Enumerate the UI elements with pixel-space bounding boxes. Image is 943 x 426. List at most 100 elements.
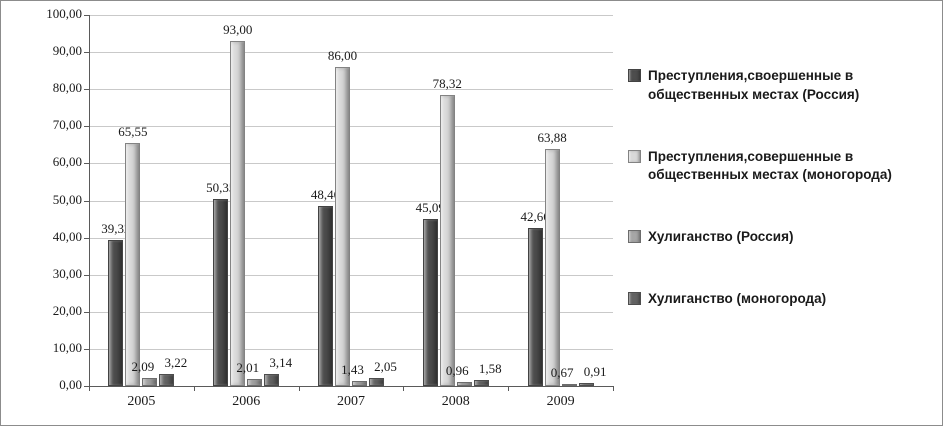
y-tick bbox=[84, 163, 89, 164]
bar bbox=[369, 378, 384, 386]
bar bbox=[159, 374, 175, 386]
bar-value-label: 0,96 bbox=[445, 363, 469, 379]
legend: Преступления,своершенные в общественных … bbox=[628, 67, 936, 309]
bar-value-label: 50,35 bbox=[206, 180, 236, 196]
bar-value-label: 1,43 bbox=[341, 361, 364, 377]
bar-value-label: 0,67 bbox=[550, 364, 574, 380]
gridline bbox=[89, 201, 613, 202]
bar-value-label: 63,88 bbox=[537, 130, 567, 145]
x-tick bbox=[89, 386, 90, 391]
x-axis-label: 2009 bbox=[546, 394, 575, 409]
y-tick bbox=[84, 126, 89, 127]
bar bbox=[318, 206, 333, 386]
y-axis-label: 60,00 bbox=[52, 154, 82, 169]
y-axis-label: 10,00 bbox=[52, 340, 82, 355]
legend-marker-icon bbox=[628, 292, 641, 306]
y-tick bbox=[84, 52, 89, 53]
bar-value-label: 3,22 bbox=[164, 355, 188, 371]
y-tick bbox=[84, 201, 89, 202]
gridline bbox=[89, 163, 613, 164]
y-axis-label: 90,00 bbox=[52, 43, 82, 58]
bar-value-label: 42,66 bbox=[520, 208, 550, 224]
x-axis-label: 2005 bbox=[127, 394, 156, 409]
x-axis-label: 2008 bbox=[441, 394, 470, 409]
x-axis-line bbox=[89, 386, 613, 387]
bar-value-label: 39,32 bbox=[101, 221, 131, 237]
gridline bbox=[89, 238, 613, 239]
bar bbox=[230, 41, 246, 386]
legend-item: Преступления,своершенные в общественных … bbox=[628, 67, 936, 104]
y-tick bbox=[84, 15, 89, 16]
y-tick bbox=[84, 238, 89, 239]
y-axis-label: 100,00 bbox=[46, 6, 82, 21]
x-axis-label: 2006 bbox=[232, 394, 261, 409]
gridline bbox=[89, 349, 613, 350]
y-tick bbox=[84, 275, 89, 276]
bar-value-label: 0,91 bbox=[583, 363, 607, 379]
y-axis-label: 70,00 bbox=[52, 117, 82, 132]
bar-value-label: 86,00 bbox=[327, 47, 358, 63]
gridline bbox=[89, 312, 613, 313]
x-tick bbox=[613, 386, 614, 391]
y-axis-label: 30,00 bbox=[52, 266, 82, 281]
y-tick bbox=[84, 312, 89, 313]
legend-label: Хулиганство (Россия) bbox=[648, 229, 794, 245]
y-axis-label: 40,00 bbox=[52, 229, 82, 244]
bar bbox=[527, 227, 543, 386]
legend-item: Хулиганство (моногорода) bbox=[628, 290, 936, 309]
bar bbox=[544, 149, 560, 386]
bar bbox=[473, 380, 489, 386]
bar bbox=[125, 142, 141, 386]
x-tick bbox=[298, 386, 300, 391]
y-axis-line bbox=[89, 15, 90, 386]
y-tick bbox=[84, 386, 89, 387]
bar bbox=[352, 380, 367, 386]
gridline bbox=[89, 89, 613, 90]
bar bbox=[561, 383, 577, 386]
y-axis-label: 20,00 bbox=[52, 303, 82, 318]
gridline bbox=[89, 15, 613, 16]
x-tick bbox=[403, 386, 405, 391]
bar-value-label: 1,58 bbox=[478, 361, 502, 377]
x-axis-label: 2007 bbox=[336, 394, 365, 409]
bar-value-label: 78,32 bbox=[432, 76, 462, 92]
bar bbox=[456, 382, 472, 386]
bar-value-label: 3,14 bbox=[269, 355, 293, 371]
gridline bbox=[89, 275, 613, 276]
legend-label: Преступления,совершенные в общественных … bbox=[648, 148, 892, 183]
bar-value-label: 2,01 bbox=[236, 359, 260, 375]
legend-marker-icon bbox=[628, 230, 641, 244]
gridline bbox=[89, 126, 613, 127]
bar-value-label: 93,00 bbox=[223, 22, 253, 37]
bar bbox=[213, 199, 229, 386]
x-tick bbox=[508, 386, 510, 391]
bar-value-label: 48,46 bbox=[310, 187, 341, 203]
bar bbox=[335, 66, 350, 386]
bar-value-label: 2,05 bbox=[374, 359, 397, 375]
bar bbox=[439, 95, 455, 386]
bar bbox=[422, 218, 438, 386]
x-tick bbox=[193, 386, 195, 391]
y-axis-label: 0,00 bbox=[59, 377, 82, 392]
y-tick bbox=[84, 89, 89, 90]
legend-label: Преступления,своершенные в общественных … bbox=[648, 68, 860, 102]
bar bbox=[247, 378, 263, 386]
legend-marker-icon bbox=[628, 69, 641, 82]
legend-label: Хулиганство (моногорода) bbox=[648, 291, 827, 307]
bar-value-label: 45,09 bbox=[415, 199, 445, 215]
bar bbox=[578, 382, 594, 386]
bar bbox=[108, 240, 124, 386]
gridline bbox=[89, 52, 613, 53]
y-tick bbox=[84, 349, 89, 350]
bar-value-label: 65,55 bbox=[118, 123, 148, 139]
y-axis-label: 50,00 bbox=[52, 192, 82, 207]
y-axis-label: 80,00 bbox=[52, 80, 82, 95]
legend-item: Хулиганство (Россия) bbox=[628, 228, 936, 247]
bar bbox=[264, 374, 280, 386]
legend-item: Преступления,совершенные в общественных … bbox=[628, 148, 936, 185]
bar-value-label: 2,09 bbox=[131, 359, 155, 375]
legend-marker-icon bbox=[628, 149, 641, 163]
bar bbox=[142, 378, 158, 386]
